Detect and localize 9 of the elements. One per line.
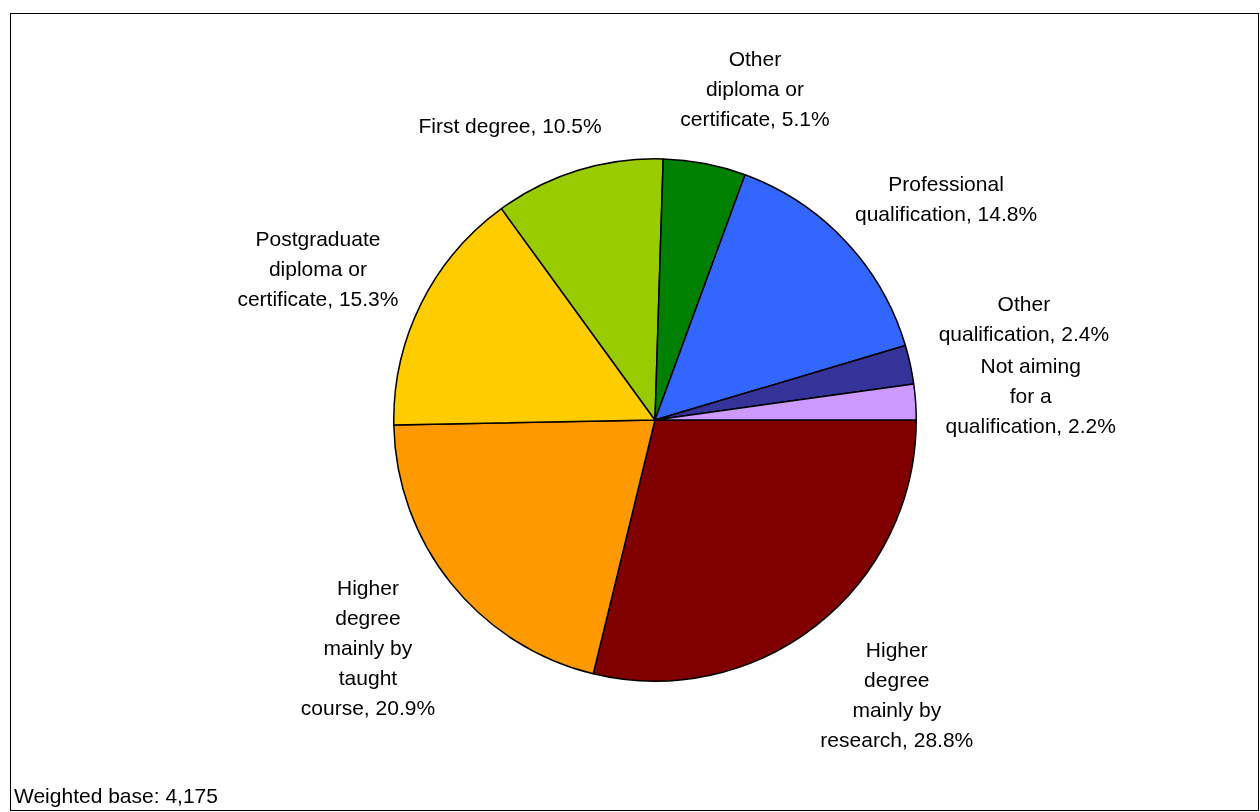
slice-label: Postgraduate diploma or certificate, 15.3% [237,226,399,310]
slice-label: Higher degree mainly by research, 28.8% [820,637,974,751]
slice-label: Other qualification, 2.4% [938,291,1110,345]
slice-label: Professional qualification, 14.8% [854,171,1038,225]
text: Weighted base: 4,175 [14,784,218,808]
slice-label: Higher degree mainly by taught course, 20.9% [300,575,436,719]
slice-label: Other diploma or certificate, 5.1% [680,46,830,130]
slice-label: Not aiming for a qualification, 2.2% [945,353,1116,437]
slice-label: First degree, 10.5% [418,114,602,138]
